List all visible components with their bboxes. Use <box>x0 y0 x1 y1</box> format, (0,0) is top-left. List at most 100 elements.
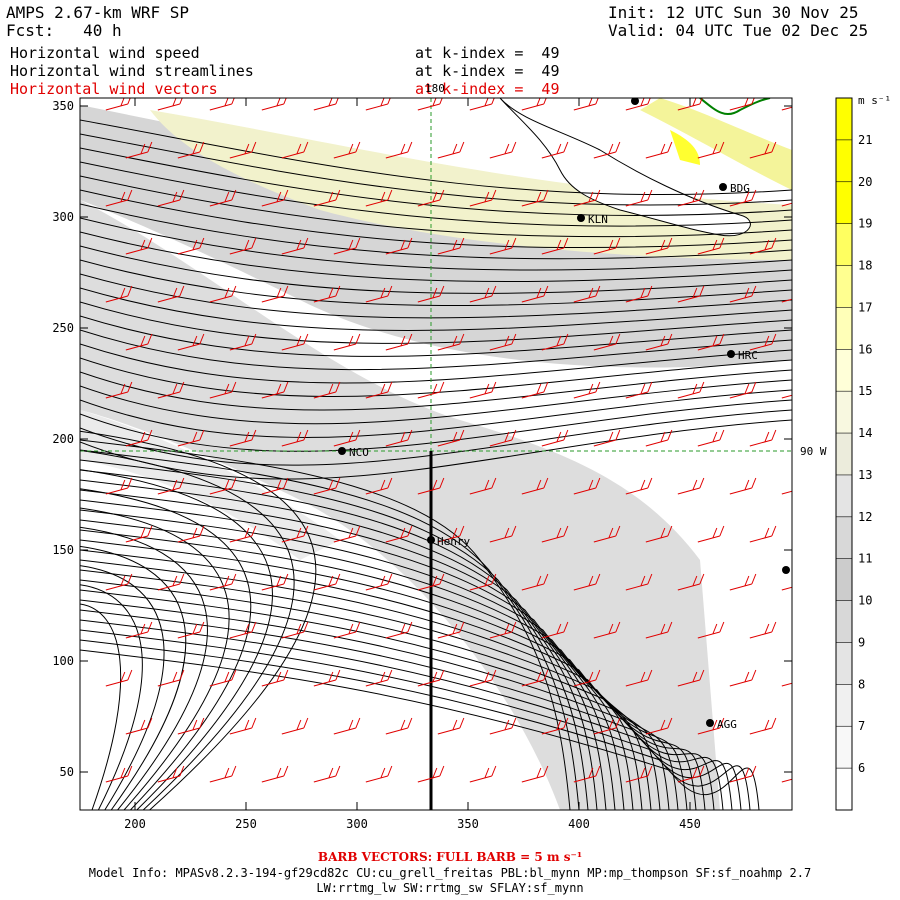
colorbar-segment <box>836 139 852 182</box>
wind-barb-shaft <box>105 583 128 591</box>
streamline-turning <box>80 639 751 810</box>
streamline-upper <box>80 287 792 331</box>
streamline-upper <box>80 189 792 249</box>
wind-barb-flag <box>387 573 393 585</box>
wind-barb-shaft <box>541 151 564 159</box>
wind-barb-flag <box>127 477 133 489</box>
wind-barb-flag <box>400 239 406 251</box>
wind-barb-shaft <box>677 775 700 783</box>
wind-barb-flag <box>432 575 438 587</box>
colorbar-label: 19 <box>858 217 872 231</box>
valid-time: Valid: 04 UTC Tue 02 Dec 25 <box>608 21 869 40</box>
wind-barb-shaft <box>209 679 232 687</box>
wind-barb-flag <box>276 575 282 587</box>
wind-barb-flag <box>608 239 614 251</box>
wind-barb-flag <box>127 189 133 201</box>
map-area: BDG KLN HRC NCO Henry AGG <box>80 98 828 810</box>
wind-barb-flag <box>504 335 510 347</box>
wind-barb-flag <box>303 237 309 249</box>
wind-barb-flag <box>192 431 198 443</box>
y-tick-label: 50 <box>60 765 74 779</box>
streamline-gyre <box>80 526 208 810</box>
wind-barb-flag <box>647 765 653 777</box>
wind-barb-flag <box>276 383 282 395</box>
wind-barb-flag <box>588 191 594 203</box>
wind-barb-shaft <box>209 295 232 303</box>
wind-barb-shaft <box>697 535 720 543</box>
wind-barb-flag <box>699 381 705 393</box>
wind-barb-flag <box>224 191 230 203</box>
wind-barb-flag <box>712 527 718 539</box>
wind-barb-flag <box>380 191 386 203</box>
wind-barb-flag <box>699 573 705 585</box>
wind-barb-shaft <box>489 439 512 447</box>
wind-barb-flag <box>804 574 808 584</box>
wind-barb-flag <box>127 765 133 777</box>
wind-barb-shaft <box>385 247 408 255</box>
wind-barb-shaft <box>469 487 492 495</box>
wind-barb-flag <box>824 142 828 152</box>
station-dot-kln <box>577 214 585 222</box>
streamline-upper <box>80 133 792 206</box>
wind-barb-flag <box>484 479 490 491</box>
wind-barb-flag <box>817 144 821 154</box>
wind-barb-flag <box>380 383 386 395</box>
wind-barb-flag <box>283 765 289 777</box>
wind-barb-flag <box>608 431 614 443</box>
barb-legend: BARB VECTORS: FULL BARB = 5 m s⁻¹ <box>317 850 583 864</box>
wind-barb-flag <box>764 527 770 539</box>
wind-barb-shaft <box>261 583 284 591</box>
wind-barb-flag <box>231 573 237 585</box>
wind-barb-flag <box>179 669 185 681</box>
station-label-nco: NCO <box>349 446 369 459</box>
wind-barb-flag <box>120 575 126 587</box>
wind-barb-flag <box>563 141 569 153</box>
wind-barb-shaft <box>157 199 180 207</box>
streamline-upper <box>80 399 792 452</box>
wind-barb-shaft <box>697 439 720 447</box>
wind-barb-flag <box>179 98 183 105</box>
wind-barb-flag <box>120 191 126 203</box>
wind-barb-flag <box>543 669 549 681</box>
wind-barb-flag <box>140 431 146 443</box>
wind-barb-flag <box>251 717 257 729</box>
wind-barb-flag <box>797 480 801 490</box>
wind-barb-flag <box>380 575 386 587</box>
wind-barb-flag <box>536 479 542 491</box>
wind-barb-shaft <box>281 151 304 159</box>
wind-barb-shaft <box>385 631 408 639</box>
streamline-upper <box>80 273 792 319</box>
wind-barb-flag <box>452 719 458 731</box>
wind-barb-flag <box>719 525 725 537</box>
wind-barb-flag <box>543 189 549 201</box>
wind-barb-shaft <box>469 295 492 303</box>
wind-barb-shaft <box>365 391 388 399</box>
wind-barb-flag <box>296 431 302 443</box>
wind-barb-flag <box>199 333 205 345</box>
wind-barb-flag <box>543 765 549 777</box>
streamline-turning <box>80 499 625 810</box>
wind-barb-shaft <box>489 631 512 639</box>
wind-barb-flag <box>692 671 698 683</box>
streamline-upper <box>80 119 792 196</box>
wind-barb-flag <box>296 623 302 635</box>
init-time: Init: 12 UTC Sun 30 Nov 25 <box>608 3 859 22</box>
map-frame <box>79 97 793 811</box>
wind-barb-flag <box>387 381 393 393</box>
wind-barb-flag <box>712 335 718 347</box>
wind-barb-flag <box>459 237 465 249</box>
wind-barb-flag <box>400 335 406 347</box>
wind-barb-flag <box>439 477 445 489</box>
wind-barb-shaft <box>333 247 356 255</box>
wind-barb-flag <box>179 765 185 777</box>
wind-barb-shaft <box>437 343 460 351</box>
wind-barb-flag <box>647 669 653 681</box>
wind-barb-flag <box>640 575 646 587</box>
wind-barb-shaft <box>105 199 128 207</box>
wind-barb-flag <box>380 287 386 299</box>
colorbar-segment <box>836 181 852 224</box>
wind-barb-flag <box>407 717 413 729</box>
wind-barb-shaft <box>125 439 148 447</box>
wind-barb-shaft <box>365 295 388 303</box>
wind-barb-shaft <box>802 344 824 350</box>
